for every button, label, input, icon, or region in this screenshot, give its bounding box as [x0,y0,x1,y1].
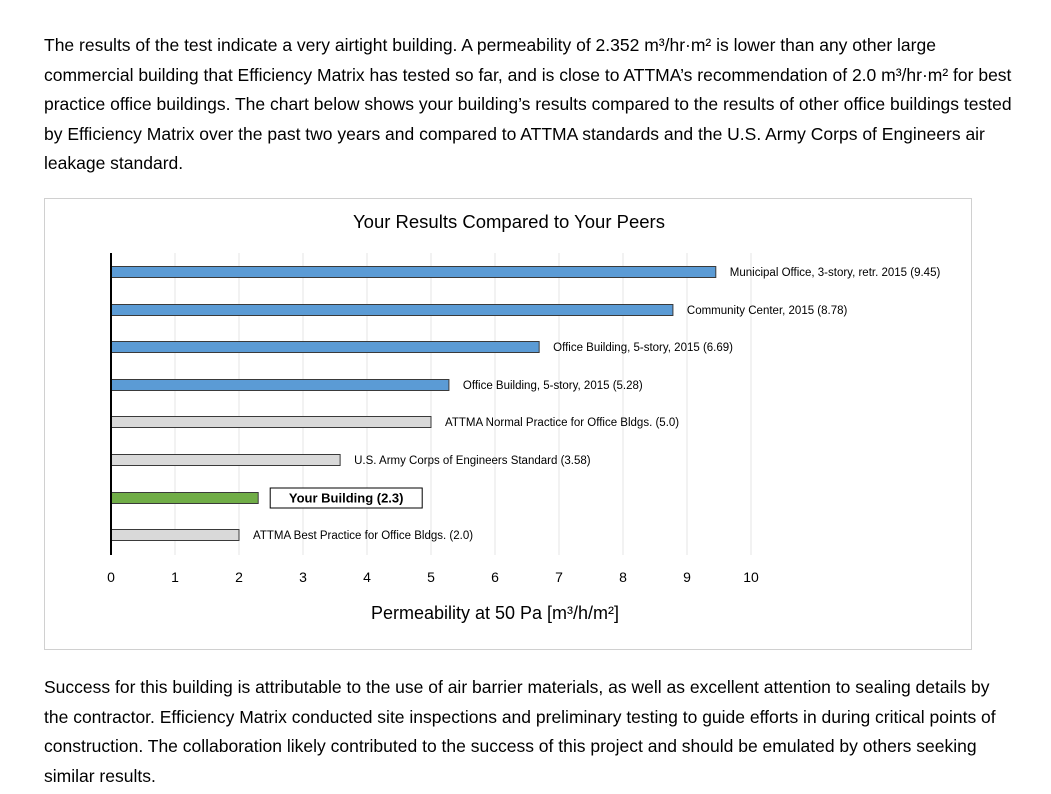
bar [110,529,240,541]
x-tick-label: 3 [299,569,307,585]
bar [110,304,674,316]
bar-label: Office Building, 5-story, 2015 (6.69) [553,342,733,354]
x-tick-label: 9 [683,569,691,585]
bar [110,266,717,278]
bar [110,492,259,504]
bar-label: U.S. Army Corps of Engineers Standard (3… [354,455,591,467]
bar [110,341,540,353]
x-tick-label: 6 [491,569,499,585]
x-tick-label: 7 [555,569,563,585]
x-tick-label: 4 [363,569,371,585]
chart-bar-labels: Municipal Office, 3-story, retr. 2015 (9… [253,267,940,542]
bar-label: ATTMA Normal Practice for Office Bldgs. … [445,417,679,429]
bar-label: Office Building, 5-story, 2015 (5.28) [463,380,643,392]
x-tick-label: 2 [235,569,243,585]
chart-gridlines [174,253,752,555]
bar-label: Your Building (2.3) [289,491,404,506]
bar-label: Community Center, 2015 (8.78) [687,305,848,317]
highlight-label-box [269,487,423,509]
chart-x-tick-labels: 0 1 2 3 4 5 6 7 8 9 10 [107,569,759,585]
bar-label: ATTMA Best Practice for Office Bldgs. (2… [253,530,473,542]
x-tick-label: 5 [427,569,435,585]
x-tick-label: 10 [743,569,759,585]
chart-title: Your Results Compared to Your Peers [353,211,665,232]
x-tick-label: 1 [171,569,179,585]
intro-paragraph: The results of the test indicate a very … [44,35,1012,173]
x-tick-label: 0 [107,569,115,585]
x-tick-label: 8 [619,569,627,585]
closing-paragraph: Success for this building is attributabl… [44,677,996,786]
bar-label: Municipal Office, 3-story, retr. 2015 (9… [730,267,941,279]
bar [110,416,432,428]
permeability-chart: Your Results Compared to Your Peers Muni… [107,211,940,623]
chart-container: Your Results Compared to Your Peers Muni… [44,198,972,650]
bar [110,454,341,466]
bar [110,379,450,391]
chart-x-axis-label: Permeability at 50 Pa [m³/h/m²] [371,603,619,623]
